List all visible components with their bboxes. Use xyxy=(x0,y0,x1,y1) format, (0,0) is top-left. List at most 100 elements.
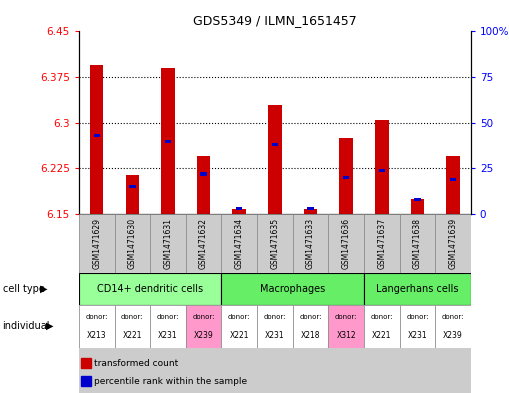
Bar xyxy=(165,140,171,143)
Bar xyxy=(307,207,314,210)
Bar xyxy=(186,305,221,348)
Bar xyxy=(328,305,364,348)
Text: GSM1471636: GSM1471636 xyxy=(342,218,351,269)
Text: GSM1471630: GSM1471630 xyxy=(128,218,137,269)
Bar xyxy=(364,273,471,305)
Text: Langerhans cells: Langerhans cells xyxy=(376,284,459,294)
Text: GSM1471632: GSM1471632 xyxy=(199,218,208,269)
Bar xyxy=(79,214,115,393)
Text: donor:: donor: xyxy=(86,314,108,320)
Bar xyxy=(79,273,221,305)
Bar xyxy=(201,173,207,176)
Bar xyxy=(379,169,385,172)
Bar xyxy=(221,214,257,393)
Text: donor:: donor: xyxy=(299,314,322,320)
Bar xyxy=(150,214,186,273)
Bar xyxy=(364,214,400,273)
Bar xyxy=(268,105,281,214)
Text: donor:: donor: xyxy=(228,314,250,320)
Bar xyxy=(150,305,186,348)
Bar xyxy=(293,214,328,393)
Bar xyxy=(400,214,435,393)
Bar xyxy=(446,156,460,214)
Text: X213: X213 xyxy=(87,331,106,340)
Bar xyxy=(304,209,317,214)
Text: X231: X231 xyxy=(265,331,285,340)
Bar xyxy=(186,214,221,273)
Text: Macrophages: Macrophages xyxy=(260,284,325,294)
Bar xyxy=(115,214,150,273)
Bar xyxy=(328,214,364,273)
Bar xyxy=(150,214,186,393)
Text: X221: X221 xyxy=(123,331,142,340)
Text: ▶: ▶ xyxy=(40,284,47,294)
Bar xyxy=(90,65,103,214)
Bar xyxy=(272,143,278,146)
Text: GSM1471629: GSM1471629 xyxy=(92,218,101,269)
Bar xyxy=(161,68,175,214)
Text: donor:: donor: xyxy=(121,314,144,320)
Text: X221: X221 xyxy=(372,331,391,340)
Text: donor:: donor: xyxy=(335,314,357,320)
Bar xyxy=(221,214,257,273)
Bar xyxy=(435,214,471,393)
Bar xyxy=(221,305,257,348)
Bar xyxy=(79,305,115,348)
Bar xyxy=(340,138,353,214)
Text: GSM1471635: GSM1471635 xyxy=(270,218,279,269)
Bar xyxy=(343,176,349,179)
Bar xyxy=(115,214,150,393)
Title: GDS5349 / ILMN_1651457: GDS5349 / ILMN_1651457 xyxy=(193,15,357,28)
Bar xyxy=(257,214,293,273)
Bar xyxy=(233,209,246,214)
Text: CD14+ dendritic cells: CD14+ dendritic cells xyxy=(97,284,203,294)
Bar xyxy=(257,305,293,348)
Bar xyxy=(129,185,135,188)
Bar xyxy=(364,214,400,393)
Bar xyxy=(364,305,400,348)
Text: X312: X312 xyxy=(336,331,356,340)
Text: GSM1471639: GSM1471639 xyxy=(448,218,458,269)
Text: X231: X231 xyxy=(158,331,178,340)
Bar xyxy=(435,305,471,348)
Text: percentile rank within the sample: percentile rank within the sample xyxy=(94,377,247,386)
Text: donor:: donor: xyxy=(192,314,215,320)
Bar xyxy=(126,174,139,214)
Text: X239: X239 xyxy=(443,331,463,340)
Text: X218: X218 xyxy=(301,331,320,340)
Bar xyxy=(186,214,221,393)
Bar xyxy=(450,178,456,181)
Bar xyxy=(293,305,328,348)
Bar xyxy=(414,198,420,201)
Bar xyxy=(79,214,115,273)
Text: GSM1471633: GSM1471633 xyxy=(306,218,315,269)
Text: X221: X221 xyxy=(230,331,249,340)
Text: ▶: ▶ xyxy=(46,321,53,331)
Text: GSM1471637: GSM1471637 xyxy=(377,218,386,269)
Text: X239: X239 xyxy=(194,331,213,340)
Text: cell type: cell type xyxy=(3,284,44,294)
Text: individual: individual xyxy=(3,321,50,331)
Bar xyxy=(257,214,293,393)
Bar xyxy=(435,214,471,273)
Text: GSM1471631: GSM1471631 xyxy=(163,218,173,269)
Bar xyxy=(293,214,328,273)
Text: donor:: donor: xyxy=(406,314,429,320)
Bar xyxy=(400,214,435,273)
Bar xyxy=(94,134,100,137)
Bar xyxy=(115,305,150,348)
Bar xyxy=(197,156,210,214)
Text: donor:: donor: xyxy=(442,314,464,320)
Text: donor:: donor: xyxy=(371,314,393,320)
Text: donor:: donor: xyxy=(157,314,179,320)
Bar xyxy=(375,120,388,214)
Text: donor:: donor: xyxy=(264,314,286,320)
Text: X231: X231 xyxy=(408,331,427,340)
Bar xyxy=(328,214,364,393)
Text: GSM1471638: GSM1471638 xyxy=(413,218,422,269)
Bar xyxy=(236,207,242,210)
Bar xyxy=(411,199,424,214)
Text: GSM1471634: GSM1471634 xyxy=(235,218,244,269)
Bar xyxy=(221,273,364,305)
Text: transformed count: transformed count xyxy=(94,359,179,368)
